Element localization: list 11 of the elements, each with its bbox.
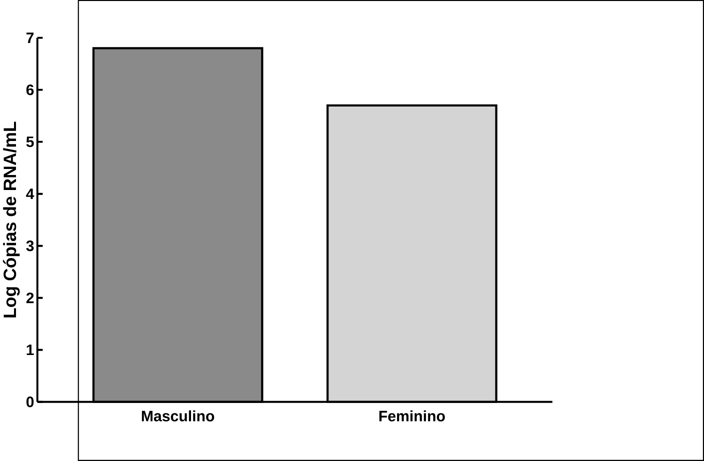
y-tick-label: 6 — [26, 84, 34, 96]
x-tick-label: Feminino — [379, 410, 445, 422]
y-tick-label: 4 — [26, 188, 34, 200]
y-axis-title: Log Cópias de RNA/mL — [2, 122, 20, 318]
y-tick-label: 0 — [26, 396, 34, 408]
y-tick-label: 1 — [26, 344, 34, 356]
y-tick-label: 7 — [26, 32, 34, 44]
y-tick-label: 3 — [26, 240, 34, 252]
y-tick-label: 2 — [26, 292, 34, 304]
x-tick-label: Masculino — [142, 410, 214, 422]
y-tick-label: 5 — [26, 136, 34, 148]
